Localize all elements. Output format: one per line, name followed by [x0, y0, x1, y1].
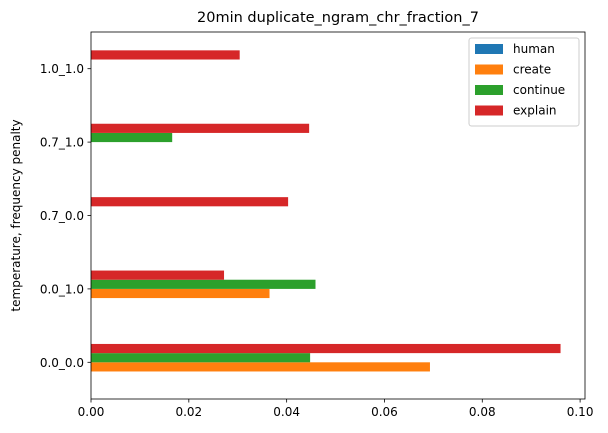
- bar-create-0.0_1.0: [91, 288, 270, 299]
- y-tick-label: 0.7_1.0: [40, 136, 84, 150]
- x-tick-label: 0.08: [469, 405, 496, 419]
- bar-create-0.0_0.0: [91, 362, 430, 372]
- bar-explain-0.0_0.0: [91, 343, 561, 354]
- legend-swatch-human: [475, 44, 503, 54]
- legend-label-continue: continue: [513, 83, 565, 97]
- chart-title: 20min duplicate_ngram_chr_fraction_7: [197, 10, 479, 26]
- x-axis-ticks: 0.00 0.02 0.04 0.06 0.08 0.10: [78, 399, 594, 419]
- legend-box: [468, 37, 580, 127]
- legend-label-create: create: [513, 63, 551, 77]
- y-tick-label: 1.0_1.0: [40, 62, 84, 76]
- x-tick-label: 0.04: [273, 405, 300, 419]
- legend-swatch-explain: [475, 105, 503, 116]
- legend: human create continue explain: [468, 37, 580, 127]
- x-tick-label: 0.10: [567, 405, 594, 419]
- legend-swatch-create: [475, 64, 503, 75]
- y-axis-label: temperature, frequency penalty: [9, 119, 23, 311]
- y-tick-label: 0.0_0.0: [40, 356, 84, 370]
- bar-continue-0.0_0.0: [91, 353, 311, 363]
- bar-explain-0.7_1.0: [91, 123, 310, 133]
- legend-swatch-continue: [475, 85, 503, 95]
- x-tick-label: 0.02: [175, 405, 202, 419]
- y-tick-label: 0.7_0.0: [40, 209, 84, 223]
- plot-frame: [90, 31, 586, 400]
- bar-continue-0.7_1.0: [91, 132, 173, 143]
- legend-label-human: human: [513, 42, 555, 56]
- bars-group: [91, 50, 561, 372]
- bar-explain-0.7_0.0: [91, 197, 289, 207]
- bar-continue-0.0_1.0: [91, 279, 316, 289]
- bar-explain-1.0_1.0: [91, 50, 240, 60]
- bar-explain-0.0_1.0: [91, 270, 225, 280]
- x-tick-label: 0.00: [78, 405, 105, 419]
- y-tick-label: 0.0_1.0: [40, 282, 84, 296]
- legend-label-explain: explain: [513, 104, 557, 118]
- y-axis-ticks: 0.0_0.0 0.0_1.0 0.7_0.0 0.7_1.0 1.0_1.0: [40, 62, 91, 370]
- x-tick-label: 0.06: [371, 405, 398, 419]
